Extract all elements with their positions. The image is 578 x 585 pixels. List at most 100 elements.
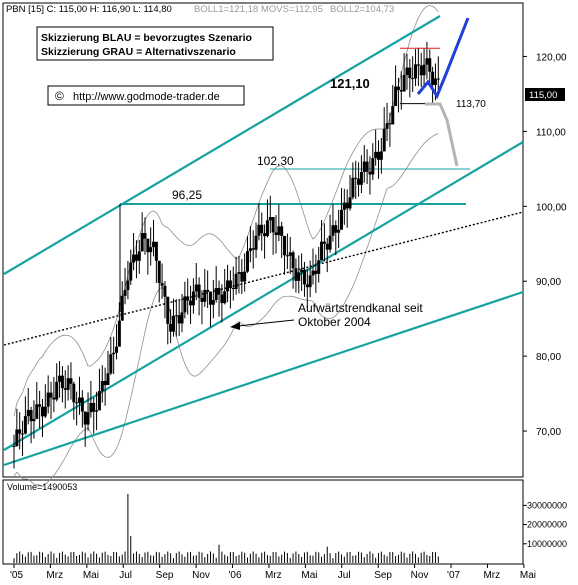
price-candle-body — [365, 161, 369, 172]
price-candle-body — [411, 78, 415, 80]
level-label: 102,30 — [257, 154, 294, 168]
price-candle-body — [183, 296, 187, 313]
price-candle-body — [362, 161, 366, 173]
price-candle-body — [103, 381, 107, 386]
price-candle-body — [436, 78, 440, 80]
website-box — [47, 85, 245, 106]
price-candle-body — [243, 271, 247, 282]
header-boll1: BOLL1=121,18 — [194, 4, 258, 15]
volume-bars: 10000000 20000000 30000000 — [13, 493, 567, 563]
price-candle-body — [189, 300, 193, 306]
price-candle-body — [314, 270, 318, 274]
price-candle-body — [152, 241, 156, 248]
y-tick-label: 100,00 — [536, 202, 567, 213]
dotted-trend-line — [3, 211, 524, 346]
price-candle-body — [191, 291, 195, 306]
channel-lower-line — [3, 290, 524, 467]
price-candle-body — [305, 284, 309, 288]
price-candle-body — [359, 172, 363, 185]
price-candle-body — [257, 224, 261, 236]
price-candle-body — [140, 233, 144, 252]
grey-scenario-path — [425, 102, 459, 167]
price-candle-body — [106, 373, 110, 386]
price-candle-body — [339, 209, 343, 230]
website-url: http://www.godmode-trader.de — [73, 91, 220, 103]
price-candle-body — [69, 378, 73, 384]
price-candle-body — [163, 285, 167, 297]
price-candle-body — [294, 268, 298, 281]
price-candle-body — [120, 295, 124, 321]
price-candle-body — [146, 238, 150, 253]
price-candle-body — [83, 411, 87, 425]
price-candle-body — [351, 177, 355, 198]
price-candle-body — [260, 224, 264, 234]
price-bars — [12, 41, 440, 469]
price-candle-body — [300, 269, 304, 273]
x-tick-label: Jul — [119, 570, 132, 580]
price-candle-body — [86, 412, 90, 425]
price-candle-body — [149, 247, 153, 253]
price-candle-body — [331, 225, 335, 236]
x-tick-label: Sep — [156, 570, 174, 580]
level-label: 96,25 — [172, 188, 202, 202]
bollinger-upper — [13, 5, 439, 417]
price-candle-body — [174, 315, 178, 317]
price-candle-body — [186, 296, 190, 301]
x-tick-label: Nov — [192, 570, 210, 580]
price-candle-body — [18, 429, 22, 434]
price-candle-body — [382, 128, 386, 152]
price-candle-body — [154, 241, 158, 261]
volume-tick-label: 30000000 — [527, 500, 567, 510]
legend-grey-text: Skizzierung GRAU = Alternativszenario — [41, 46, 236, 58]
time-axis: '05 Mrz Mai Jul Sep Nov '06 Mrz Mai Jul Sep Nov '07 M… — [10, 564, 536, 581]
price-candle-body — [226, 280, 230, 292]
price-candle-body — [171, 315, 175, 332]
level-label: 113,70 — [456, 99, 486, 110]
price-candle-body — [214, 288, 218, 300]
price-candle-body — [357, 178, 361, 185]
price-candle-body — [220, 294, 224, 304]
price-candle-body — [237, 272, 241, 274]
y-tick-label: 120,00 — [536, 52, 567, 63]
price-candle-body — [334, 225, 338, 233]
price-candle-body — [200, 297, 204, 302]
price-candle-body — [271, 217, 275, 233]
price-candle-body — [311, 270, 315, 276]
price-candle-body — [288, 252, 292, 256]
price-candle-body — [322, 241, 326, 244]
price-candle-body — [374, 151, 378, 159]
header-ticker-info: PBN [15] C: 115,00 H: 116,90 L: 114,80 — [6, 4, 172, 15]
price-candle-body — [180, 312, 184, 324]
x-tick-label: '05 — [10, 570, 23, 580]
price-candle-body — [23, 416, 27, 434]
price-candle-body — [348, 197, 352, 209]
price-candle-body — [194, 284, 198, 292]
price-candle-body — [35, 404, 39, 419]
price-candle-body — [95, 410, 99, 412]
price-candle-body — [265, 220, 269, 237]
price-candle-body — [388, 123, 392, 125]
price-candle-body — [134, 254, 138, 261]
price-candle-body — [40, 406, 44, 417]
price-candle-body — [123, 290, 127, 296]
scenario-sketches — [400, 17, 470, 167]
price-candle-body — [169, 323, 173, 332]
price-candle-body — [254, 235, 258, 250]
price-candle-body — [385, 123, 389, 129]
price-candle-body — [32, 418, 36, 422]
price-candle-body — [43, 406, 47, 417]
price-candle-body — [268, 217, 272, 221]
price-candle-body — [328, 235, 332, 250]
header-movs: MOVS=112,95 — [261, 4, 323, 15]
level-labels: 96,25 102,30 121,10 113,70 — [172, 76, 486, 202]
price-candle-body — [206, 289, 210, 292]
price-candle-body — [280, 226, 284, 236]
price-candle-body — [143, 233, 147, 239]
price-candle-body — [308, 275, 312, 288]
blue-scenario-path — [416, 17, 470, 100]
y-tick-label: 90,00 — [536, 277, 561, 288]
price-candle-body — [408, 67, 412, 79]
volume-tick-label: 20000000 — [527, 520, 567, 530]
x-tick-label: Mrz — [46, 570, 63, 580]
